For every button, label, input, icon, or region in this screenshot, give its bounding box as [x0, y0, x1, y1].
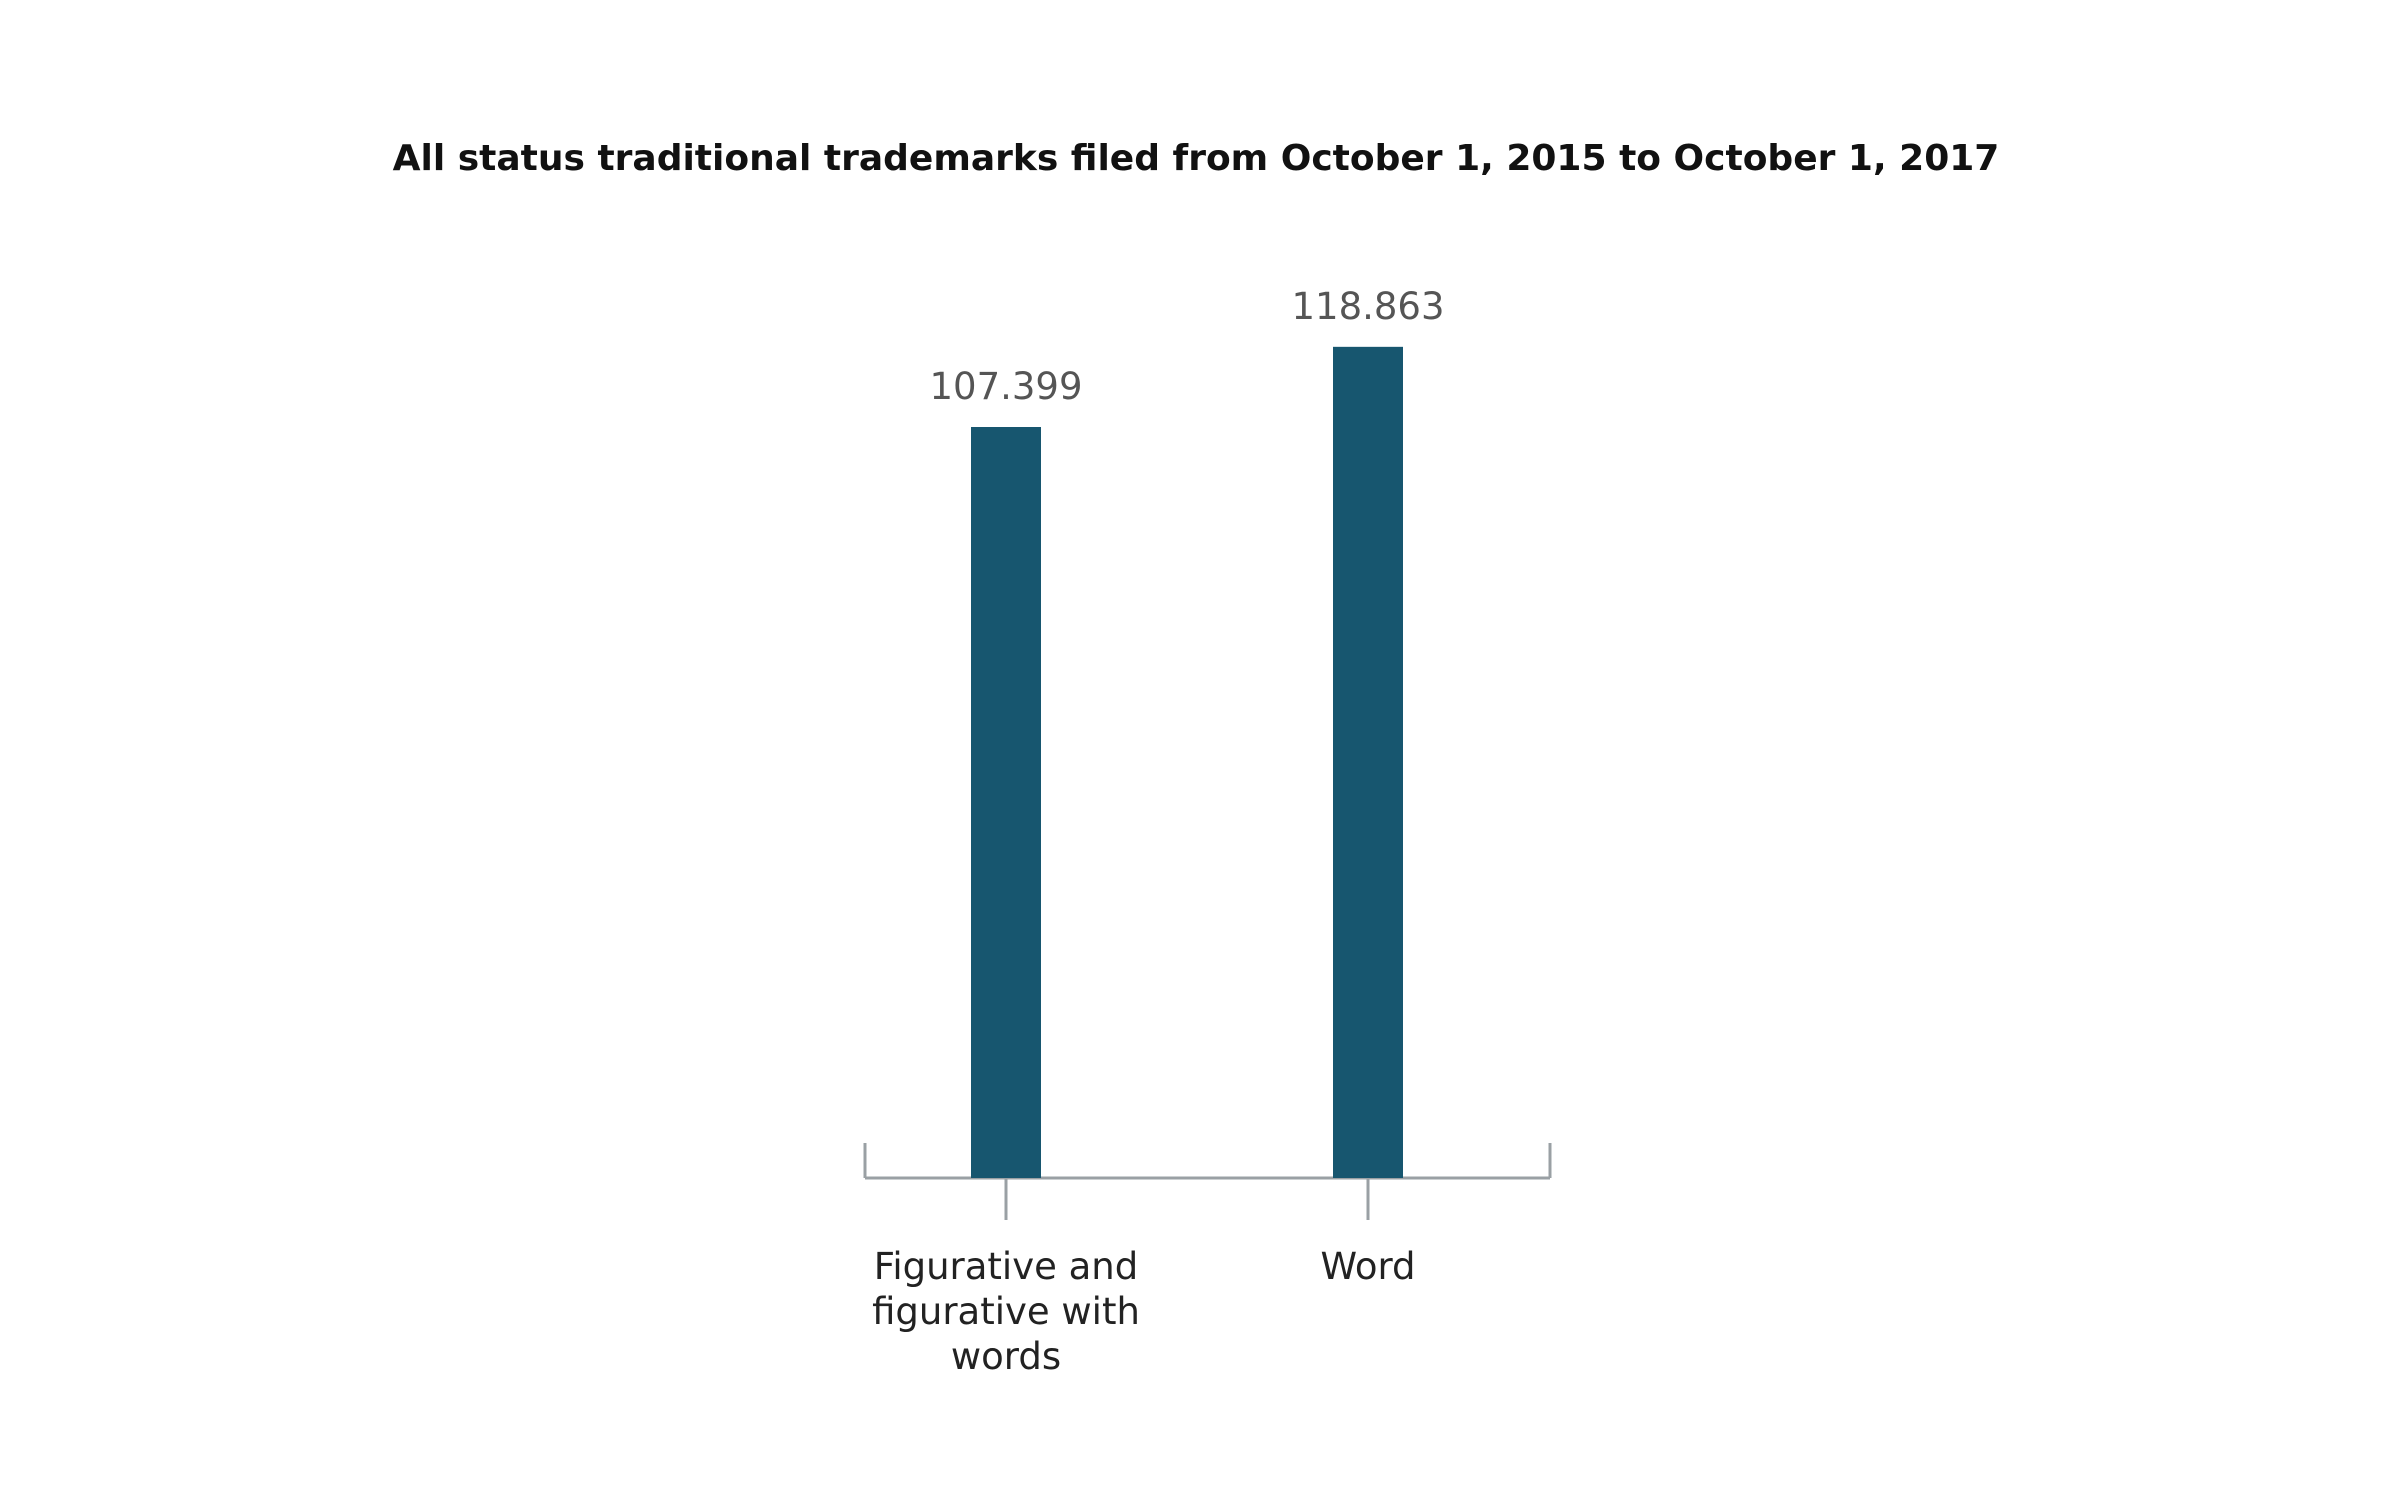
data-label-2: 118.863 [1291, 285, 1444, 328]
tick-label-2: Word [1320, 1245, 1415, 1288]
x-axis [863, 1143, 1552, 1220]
labels: 107.399 Figurative and figurative with word… [872, 285, 1444, 1378]
tick-label-line: Figurative and [874, 1245, 1139, 1288]
tick-label-1: Figurative and figurative with words [872, 1245, 1140, 1378]
tick-label-line: words [951, 1335, 1061, 1378]
bar-2 [1333, 346, 1403, 1178]
tick-label-line: Word [1320, 1245, 1415, 1288]
data-label-1: 107.399 [929, 365, 1082, 408]
tick-label-line: figurative with [872, 1290, 1140, 1333]
bar-1 [971, 427, 1041, 1178]
bars [971, 346, 1403, 1178]
chart-title: All status traditional trademarks filed … [392, 138, 2000, 179]
